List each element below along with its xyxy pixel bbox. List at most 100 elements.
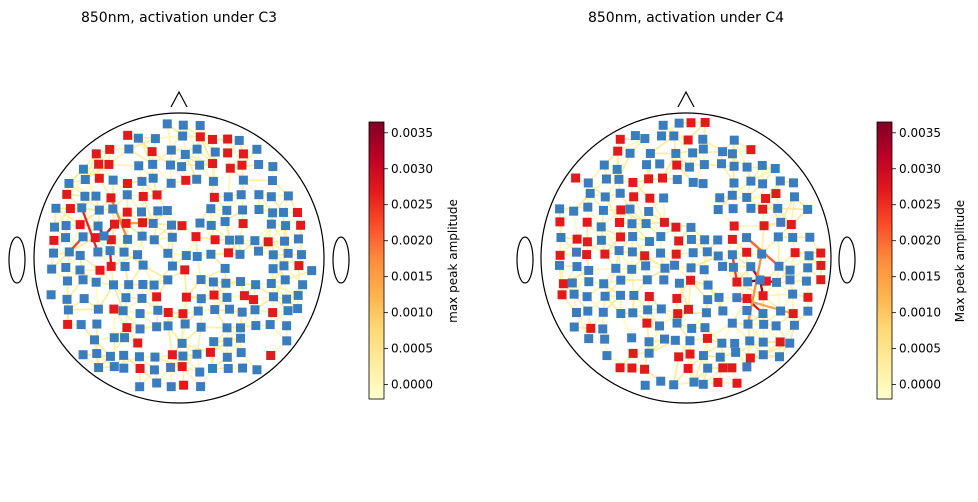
source-marker bbox=[94, 159, 104, 169]
source-marker bbox=[775, 337, 785, 347]
detector-marker bbox=[138, 279, 148, 289]
channel-line bbox=[721, 238, 734, 268]
detector-marker bbox=[76, 320, 86, 330]
detector-marker bbox=[742, 306, 752, 316]
detector-marker bbox=[254, 190, 264, 200]
detector-marker bbox=[583, 306, 593, 316]
source-marker bbox=[700, 117, 710, 127]
colorbar-tick-label: 0.0010 bbox=[391, 306, 433, 320]
detector-marker bbox=[699, 265, 709, 275]
channel-line bbox=[572, 210, 579, 241]
detector-marker bbox=[64, 178, 74, 188]
detector-marker bbox=[645, 148, 655, 158]
detector-marker bbox=[266, 192, 276, 202]
detector-marker bbox=[625, 148, 635, 158]
panel-c3: 850nm, activation under C3 0.00000.00050… bbox=[8, 10, 460, 404]
detector-marker bbox=[268, 162, 278, 172]
optodes bbox=[555, 117, 826, 390]
detector-marker bbox=[120, 262, 130, 272]
detector-marker bbox=[105, 246, 115, 256]
channel-line bbox=[154, 356, 184, 368]
source-marker bbox=[586, 323, 596, 333]
channel-line bbox=[648, 325, 661, 355]
detector-marker bbox=[627, 247, 637, 257]
detector-marker bbox=[703, 363, 713, 373]
detector-marker bbox=[776, 217, 786, 227]
detector-marker bbox=[582, 292, 592, 302]
detector-marker bbox=[599, 279, 609, 289]
detector-marker bbox=[235, 323, 245, 333]
detector-marker bbox=[785, 265, 795, 275]
channel-line bbox=[68, 223, 82, 253]
detector-marker bbox=[282, 294, 292, 304]
detector-marker bbox=[235, 249, 245, 259]
colorbar-tick-label: 0.0000 bbox=[899, 378, 941, 392]
detector-marker bbox=[669, 131, 679, 141]
detector-marker bbox=[238, 363, 248, 373]
detector-marker bbox=[135, 309, 145, 319]
source-marker bbox=[628, 348, 638, 358]
detector-marker bbox=[268, 264, 278, 274]
detector-marker bbox=[718, 306, 728, 316]
source-marker bbox=[645, 193, 655, 203]
detector-marker bbox=[89, 335, 99, 345]
detector-marker bbox=[670, 335, 680, 345]
source-marker bbox=[135, 363, 145, 373]
source-marker bbox=[686, 275, 696, 285]
source-marker bbox=[742, 293, 752, 303]
detector-marker bbox=[685, 336, 695, 346]
source-marker bbox=[615, 363, 625, 373]
detector-marker bbox=[162, 119, 172, 129]
detector-marker bbox=[134, 161, 144, 171]
detector-marker bbox=[137, 207, 147, 217]
detector-marker bbox=[555, 260, 565, 270]
detector-marker bbox=[785, 275, 795, 285]
detector-marker bbox=[616, 275, 626, 285]
detector-marker bbox=[788, 178, 798, 188]
detector-marker bbox=[64, 247, 74, 257]
detector-marker bbox=[644, 337, 654, 347]
detector-marker bbox=[585, 188, 595, 198]
detector-marker bbox=[134, 352, 144, 362]
detector-marker bbox=[78, 275, 88, 285]
detector-marker bbox=[698, 379, 708, 389]
channel-line bbox=[775, 281, 782, 312]
source-marker bbox=[90, 233, 100, 243]
detector-marker bbox=[124, 280, 134, 290]
source-marker bbox=[179, 380, 189, 390]
source-marker bbox=[266, 350, 276, 360]
detector-marker bbox=[641, 261, 651, 271]
detector-marker bbox=[742, 162, 752, 172]
detector-marker bbox=[727, 250, 737, 260]
detector-marker bbox=[93, 221, 103, 231]
source-marker bbox=[138, 191, 148, 201]
detector-marker bbox=[732, 293, 742, 303]
detector-marker bbox=[149, 365, 159, 375]
detector-marker bbox=[643, 305, 653, 315]
source-marker bbox=[759, 221, 769, 231]
detector-marker bbox=[307, 266, 317, 276]
source-marker bbox=[659, 217, 669, 227]
source-marker bbox=[615, 134, 625, 144]
detector-marker bbox=[670, 260, 680, 270]
detector-marker bbox=[177, 338, 187, 348]
detector-marker bbox=[281, 221, 291, 231]
source-marker bbox=[138, 218, 148, 228]
channel-line bbox=[587, 267, 617, 272]
source-marker bbox=[95, 265, 105, 275]
channel-line bbox=[762, 293, 794, 297]
detector-marker bbox=[149, 280, 159, 290]
detector-marker bbox=[757, 249, 767, 259]
source-marker bbox=[555, 217, 565, 227]
detector-marker bbox=[79, 294, 89, 304]
channel-line bbox=[776, 207, 809, 211]
detector-marker bbox=[600, 291, 610, 301]
detector-marker bbox=[167, 232, 177, 242]
detector-marker bbox=[51, 203, 61, 213]
detector-marker bbox=[181, 251, 191, 261]
source-marker bbox=[122, 207, 132, 217]
detector-marker bbox=[627, 333, 637, 343]
detector-marker bbox=[641, 219, 651, 229]
detector-marker bbox=[569, 289, 579, 299]
